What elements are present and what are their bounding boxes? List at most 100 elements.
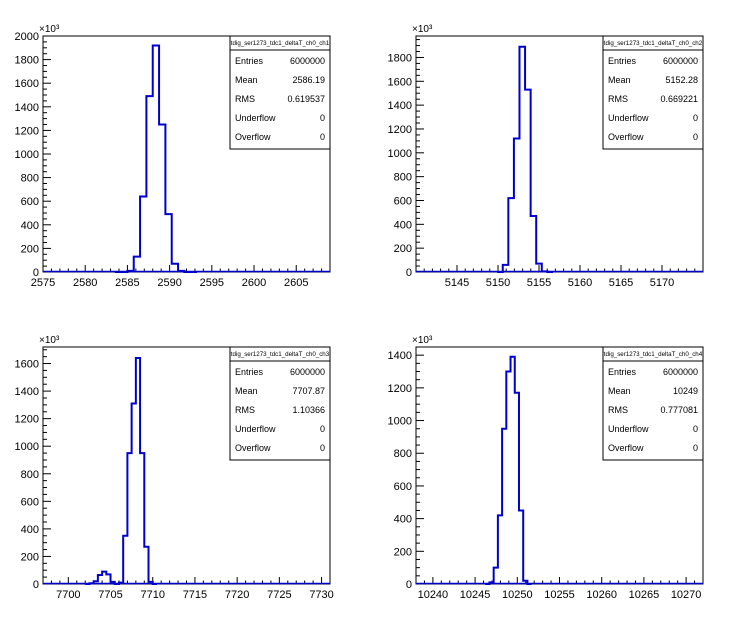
x-tick-label: 7715: [183, 589, 207, 601]
stats-box-frame: [229, 346, 331, 461]
y-tick-label: 600: [21, 196, 39, 208]
x-tick-label: 2600: [242, 277, 266, 289]
x-tick-label: 10255: [544, 589, 575, 601]
x-tick-label: 7700: [56, 589, 80, 601]
y-tick-label: 800: [21, 469, 39, 481]
histogram-line: [85, 357, 157, 585]
y-tick-label: 0: [406, 267, 412, 279]
stats-label: Mean: [235, 386, 258, 396]
x-tick-label: 2595: [200, 277, 224, 289]
y-tick-label: 600: [21, 496, 39, 508]
y-tick-label: 0: [406, 579, 412, 591]
stats-value: 0: [693, 113, 698, 123]
y-tick-label: 1200: [388, 124, 412, 136]
stats-value: 0.669221: [660, 94, 698, 104]
y-tick-label: 400: [21, 524, 39, 536]
y-tick-label: 2000: [15, 31, 39, 43]
stats-label: RMS: [608, 405, 628, 415]
x-tick-label: 7705: [98, 589, 122, 601]
x-tick-label: 10250: [502, 589, 533, 601]
stats-value: 7707.87: [292, 386, 325, 396]
stats-label: Entries: [235, 56, 264, 66]
histogram-panel-3: 7700 7705 7710 7715 7720 7725 7730 0 200 400 600 80…: [15, 335, 334, 601]
histogram-panel-2: 5145 5150 5155 5160 5165 5170 0 200 400 600 800 100…: [388, 24, 704, 289]
y-tick-label: 400: [394, 219, 412, 231]
y-tick-label: 1200: [15, 414, 39, 426]
y-tick-label: 1000: [15, 149, 39, 161]
histogram-line: [497, 45, 553, 273]
x-tick-label: 7710: [140, 589, 164, 601]
y-tick-label: 0: [33, 267, 39, 279]
stats-title: tdig_ser1273_tdc1_deltaT_ch0_ch2: [604, 40, 703, 47]
histogram-line: [114, 44, 198, 273]
stats-label: Overflow: [235, 132, 271, 142]
stats-box-frame: [602, 35, 704, 150]
stats-box: tdig_ser1273_tdc1_deltaT_ch0_ch4 Entries 6…: [602, 346, 704, 461]
stats-label: Underflow: [235, 113, 276, 123]
stats-title: tdig_ser1273_tdc1_deltaT_ch0_ch4: [604, 351, 703, 358]
y-tick-label: 800: [21, 173, 39, 185]
x-tick-label: 2605: [284, 277, 308, 289]
y-tick-label: 1000: [388, 148, 412, 160]
y-tick-label: 0: [33, 579, 39, 591]
x-tick-label: 10245: [460, 589, 491, 601]
histogram-line: [485, 355, 532, 585]
stats-label: Overflow: [608, 443, 644, 453]
y-tick-label: 400: [21, 220, 39, 232]
y-tick-label: 1800: [15, 55, 39, 67]
y-tick-label: 600: [394, 195, 412, 207]
y-tick-label: 200: [394, 243, 412, 255]
y-tick-label: 200: [21, 243, 39, 255]
stats-title: tdig_ser1273_tdc1_deltaT_ch0_ch1: [231, 40, 330, 47]
stats-value: 0: [320, 113, 325, 123]
y-tick-label: 1800: [388, 52, 412, 64]
stats-value: 0: [320, 443, 325, 453]
stats-label: Underflow: [608, 113, 649, 123]
y-tick-label: 1200: [388, 383, 412, 395]
x-tick-label: 10260: [586, 589, 617, 601]
y-tick-label: 1400: [388, 350, 412, 362]
x-tick-label: 5170: [650, 277, 674, 289]
stats-value: 0: [320, 132, 325, 142]
y-exponent-label: ×10³: [412, 335, 433, 346]
x-tick-label: 2585: [115, 277, 139, 289]
y-tick-label: 1400: [15, 102, 39, 114]
x-tick-label: 5155: [527, 277, 551, 289]
x-tick-label: 7720: [225, 589, 249, 601]
y-tick-label: 1400: [388, 100, 412, 112]
stats-value: 0: [693, 424, 698, 434]
stats-value: 0: [693, 443, 698, 453]
stats-value: 1.10366: [292, 405, 325, 415]
x-tick-label: 5160: [568, 277, 592, 289]
y-exponent-label: ×10³: [39, 335, 60, 346]
stats-value: 2586.19: [292, 75, 325, 85]
y-tick-label: 1000: [388, 416, 412, 428]
x-tick-label: 10265: [629, 589, 660, 601]
y-tick-label: 1600: [15, 359, 39, 371]
x-tick-label: 7730: [309, 589, 333, 601]
x-tick-label: 2580: [73, 277, 97, 289]
y-tick-label: 200: [394, 546, 412, 558]
stats-label: Entries: [608, 367, 637, 377]
y-tick-label: 1200: [15, 125, 39, 137]
histogram-panel-1: 2575 2580 2585 2590 2595 2600 2605 0 200 400 600 80…: [15, 24, 331, 289]
y-tick-label: 1600: [388, 76, 412, 88]
y-exponent-label: ×10³: [39, 24, 60, 35]
stats-value: 10249: [673, 386, 698, 396]
x-tick-label: 5165: [609, 277, 633, 289]
histogram-panel-4: 10240 10245 10250 10255 10260 10265 10270 0 200 4…: [388, 335, 704, 601]
y-exponent-label: ×10³: [412, 24, 433, 35]
stats-label: RMS: [608, 94, 628, 104]
stats-box: tdig_ser1273_tdc1_deltaT_ch0_ch2 Entries 6…: [602, 35, 704, 150]
y-tick-label: 800: [394, 448, 412, 460]
stats-label: Underflow: [608, 424, 649, 434]
y-tick-label: 800: [394, 172, 412, 184]
stats-value: 0.777081: [660, 405, 698, 415]
x-tick-label: 5150: [486, 277, 510, 289]
stats-label: RMS: [235, 405, 255, 415]
stats-value: 6000000: [663, 367, 698, 377]
stats-value: 6000000: [290, 56, 325, 66]
stats-value: 5152.28: [665, 75, 698, 85]
y-tick-label: 200: [21, 551, 39, 563]
